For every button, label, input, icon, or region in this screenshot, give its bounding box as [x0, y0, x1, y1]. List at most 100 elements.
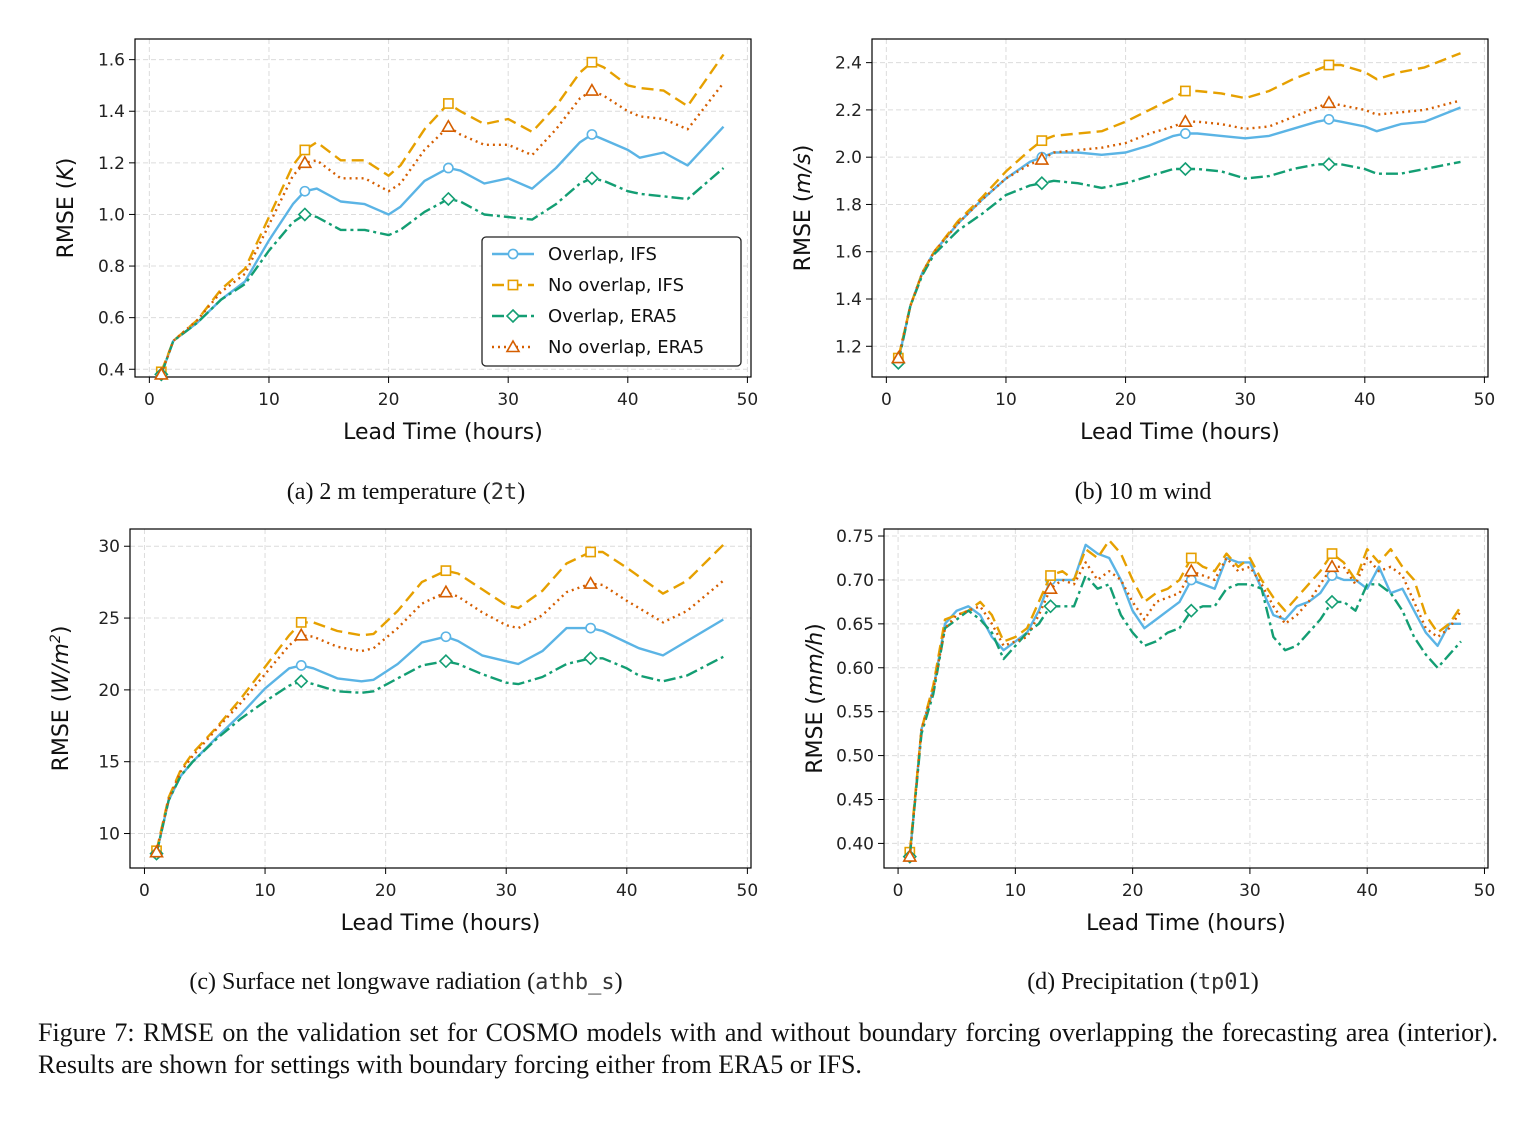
y-tick-label: 0.60 [836, 659, 874, 679]
y-axis-label-unit: K [54, 165, 79, 181]
series-marker [1326, 548, 1338, 559]
caption-prefix: (c) Surface net longwave radiation ( [189, 969, 535, 995]
x-axis-label: Lead Time (hours) [343, 420, 543, 445]
y-axis-label-text: RMSE ( [791, 194, 816, 272]
series-line-no-overlap-era5 [155, 579, 725, 853]
series-marker [1179, 85, 1191, 97]
series-marker [1321, 95, 1337, 109]
y-tick-label: 0.4 [98, 360, 125, 380]
y-tick-label: 0.40 [836, 834, 874, 854]
y-tick-label: 0.55 [836, 703, 874, 723]
series-line-overlap-ifs [160, 125, 725, 375]
y-tick-label: 1.2 [98, 154, 125, 174]
series-line-no-overlap-ifs [897, 52, 1461, 359]
series-marker [1324, 559, 1340, 573]
series-line-no-overlap-era5 [908, 556, 1462, 857]
x-axis-label: Lead Time (hours) [341, 911, 541, 936]
caption-prefix: (a) 2 m temperature ( [287, 479, 491, 505]
y-tick-label: 1.6 [835, 243, 862, 263]
chart-panel-b: 0 10 20 30 40 50 1.2 1.4 1.6 1.8 2.0 2.2 2.4 Lead Tim… [791, 38, 1496, 505]
legend-label: No overlap, ERA5 [548, 337, 704, 358]
series-line-overlap-era5 [155, 655, 724, 854]
series-marker [1036, 135, 1048, 147]
series-line-no-overlap-ifs [908, 539, 1462, 853]
caption-suffix: ) [615, 969, 623, 995]
series-marker [297, 207, 312, 222]
legend-marker [505, 308, 521, 324]
y-axis-label-close: ) [49, 626, 74, 635]
legend-label: Overlap, ERA5 [548, 306, 677, 327]
x-tick-label: 40 [617, 390, 639, 410]
x-tick-label: 50 [1474, 881, 1496, 901]
series-marker [1323, 113, 1335, 125]
y-tick-label: 0.70 [836, 571, 874, 591]
series-marker [294, 674, 309, 689]
y-tick-label: 0.50 [836, 747, 874, 767]
chart-panel-d: 0 10 20 30 40 50 0.40 0.45 0.50 0.55 0.60 0.65 0.70 0… [803, 527, 1495, 995]
series-marker [1326, 570, 1338, 581]
x-tick-label: 20 [375, 881, 397, 901]
series-marker [438, 654, 454, 669]
x-tick-label: 20 [1115, 390, 1137, 410]
series-marker [584, 171, 600, 186]
x-tick-label: 10 [995, 390, 1017, 410]
x-tick-label: 50 [737, 390, 759, 410]
series-marker [1178, 161, 1193, 177]
series-marker [586, 56, 598, 68]
y-axis-label: RMSE (K) [54, 158, 79, 259]
series-marker [586, 129, 598, 140]
caption-code: athb_s [535, 970, 614, 995]
x-tick-label: 0 [881, 390, 892, 410]
y-axis-label-text: RMSE ( [803, 696, 828, 774]
y-axis-label: RMSE (m/s) [791, 145, 816, 272]
series-marker [1323, 59, 1335, 71]
series-marker [299, 144, 311, 156]
plot-frame [883, 528, 1489, 869]
series-marker [297, 155, 313, 169]
y-tick-label: 10 [98, 825, 120, 845]
series-line-overlap-ifs [908, 543, 1461, 857]
y-tick-label: 2.4 [835, 54, 862, 74]
y-axis-label: RMSE (mm/h) [803, 623, 828, 774]
series-line-overlap-era5 [897, 160, 1461, 364]
series-marker [1045, 570, 1056, 581]
x-tick-label: 20 [1122, 881, 1144, 901]
chart-panel-c: 0 10 20 30 40 50 10 15 20 25 30 Lead Time (hours) RM… [48, 528, 758, 995]
x-tick-label: 40 [616, 881, 638, 901]
y-tick-label: 2.0 [835, 148, 862, 168]
y-tick-label: 1.0 [98, 205, 125, 225]
x-axis-label: Lead Time (hours) [1080, 420, 1280, 445]
x-tick-label: 0 [893, 881, 904, 901]
series-marker [584, 82, 600, 96]
y-axis-label-text: RMSE ( [54, 181, 79, 259]
caption-code: tp01 [1198, 970, 1251, 995]
series-marker [1321, 157, 1337, 172]
plot-frame [129, 528, 752, 869]
x-tick-label: 50 [1474, 390, 1496, 410]
subfigure-caption: (d) Precipitation (tp01) [1027, 969, 1259, 995]
x-tick-label: 10 [258, 390, 280, 410]
series-marker [583, 651, 598, 666]
series-line-overlap-ifs [897, 106, 1461, 361]
x-tick-label: 10 [1005, 881, 1027, 901]
x-tick-label: 30 [497, 390, 519, 410]
series-marker [293, 627, 309, 641]
y-tick-label: 1.2 [835, 337, 862, 357]
x-tick-label: 30 [1234, 390, 1256, 410]
y-axis-label-unit: m/s [791, 153, 816, 193]
y-tick-label: 1.4 [98, 102, 125, 122]
subfigure-caption: (b) 10 m wind [1075, 479, 1212, 505]
x-tick-label: 40 [1354, 390, 1376, 410]
series-line-overlap-era5 [908, 574, 1462, 857]
y-tick-label: 15 [98, 753, 120, 773]
series-marker [1178, 114, 1193, 128]
series-marker [441, 191, 456, 207]
series-marker [1034, 176, 1049, 191]
y-axis-label-close: ) [791, 145, 816, 154]
y-tick-label: 1.4 [835, 290, 862, 310]
y-tick-label: 30 [98, 537, 120, 557]
legend-marker [507, 279, 519, 291]
series-marker [149, 844, 164, 858]
series-marker [438, 584, 454, 598]
